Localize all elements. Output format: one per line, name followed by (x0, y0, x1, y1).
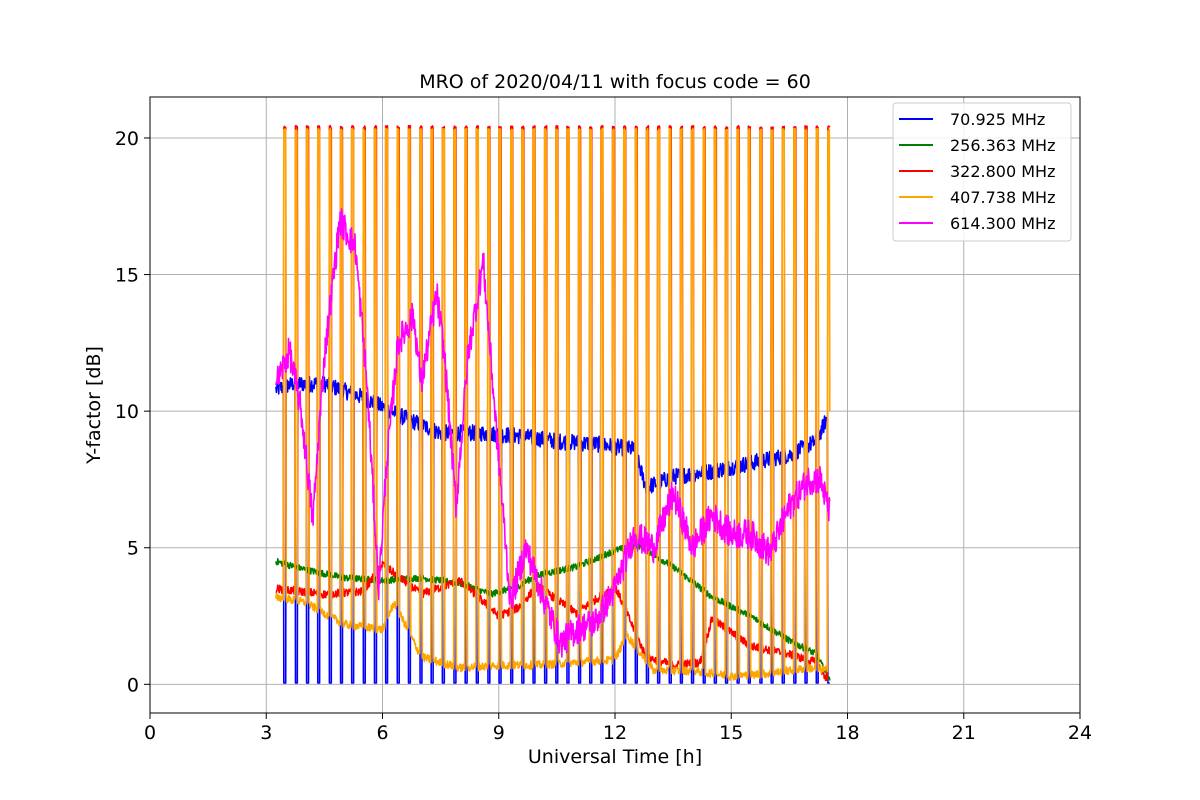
x-tick-label: 18 (835, 722, 859, 744)
y-tick-label: 15 (115, 265, 139, 287)
x-axis-label: Universal Time [h] (528, 746, 702, 768)
y-tick-label: 20 (115, 128, 139, 150)
x-tick-label: 15 (719, 722, 743, 744)
series-layer (275, 124, 831, 684)
y-axis-ticks: 0 5 10 15 20 (115, 128, 150, 696)
legend: 70.925 MHz 256.363 MHz 322.800 MHz 407.738 … (892, 102, 1072, 242)
x-tick-label: 0 (144, 722, 156, 744)
legend-label: 256.363 MHz (950, 136, 1055, 155)
x-tick-label: 6 (376, 722, 388, 744)
legend-label: 322.800 MHz (950, 162, 1055, 181)
legend-label: 70.925 MHz (950, 110, 1045, 129)
y-tick-label: 5 (127, 538, 139, 560)
series-line-3 (275, 127, 831, 681)
legend-box (892, 102, 1072, 242)
legend-label: 614.300 MHz (950, 214, 1055, 233)
series-line-4 (275, 208, 831, 658)
x-tick-label: 12 (603, 722, 627, 744)
y-tick-label: 10 (115, 401, 139, 423)
series-line-2 (275, 124, 831, 682)
x-tick-label: 9 (493, 722, 505, 744)
x-tick-label: 21 (952, 722, 976, 744)
x-tick-label: 24 (1068, 722, 1092, 744)
y-tick-label: 0 (127, 674, 139, 696)
chart-title: MRO of 2020/04/11 with focus code = 60 (419, 71, 811, 93)
x-tick-label: 3 (260, 722, 272, 744)
legend-label: 407.738 MHz (950, 188, 1055, 207)
x-axis-ticks: 0 3 6 9 12 15 18 21 24 (144, 713, 1092, 744)
y-axis-label: Y-factor [dB] (83, 346, 105, 465)
